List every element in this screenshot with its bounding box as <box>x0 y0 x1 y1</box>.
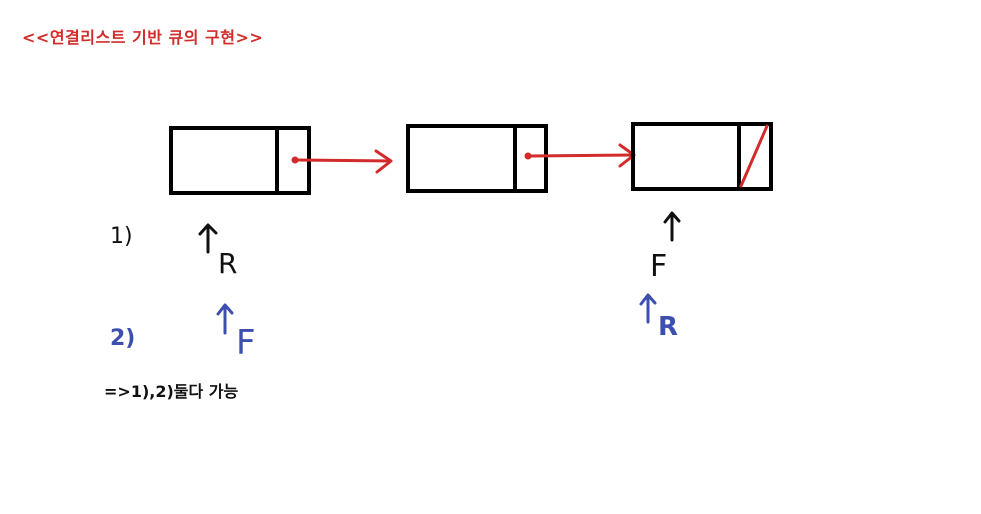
case2-front-pointer-arrow <box>216 303 234 335</box>
case2-rear-pointer-label: R <box>658 312 679 342</box>
list-node-3 <box>631 122 773 191</box>
node-3-null-slash <box>739 124 769 188</box>
list-node-2 <box>406 124 548 193</box>
case1-front-pointer-label: F <box>650 249 668 284</box>
node-1-link-dot <box>291 156 299 164</box>
link-arrow-1-2 <box>295 149 393 174</box>
node-2-link-dot <box>524 152 532 160</box>
page-title: <<연결리스트 기반 큐의 구현>> <box>22 28 264 47</box>
node-2-link-field <box>513 124 548 193</box>
node-1-data-field <box>169 126 279 195</box>
case1-label: 1) <box>110 224 133 249</box>
case1-rear-pointer-label: R <box>218 247 238 280</box>
case1-rear-pointer-arrow <box>198 223 218 254</box>
case1-front-pointer-arrow <box>663 211 681 242</box>
case2-rear-pointer-arrow <box>639 293 657 324</box>
conclusion-text: =>1),2)둘다 가능 <box>104 382 239 401</box>
node-2-data-field <box>406 124 517 193</box>
node-3-data-field <box>631 122 741 191</box>
case2-front-pointer-label: F <box>236 323 256 363</box>
node-3-link-field <box>737 122 773 191</box>
list-node-1 <box>169 126 311 195</box>
case2-label: 2) <box>110 326 136 351</box>
